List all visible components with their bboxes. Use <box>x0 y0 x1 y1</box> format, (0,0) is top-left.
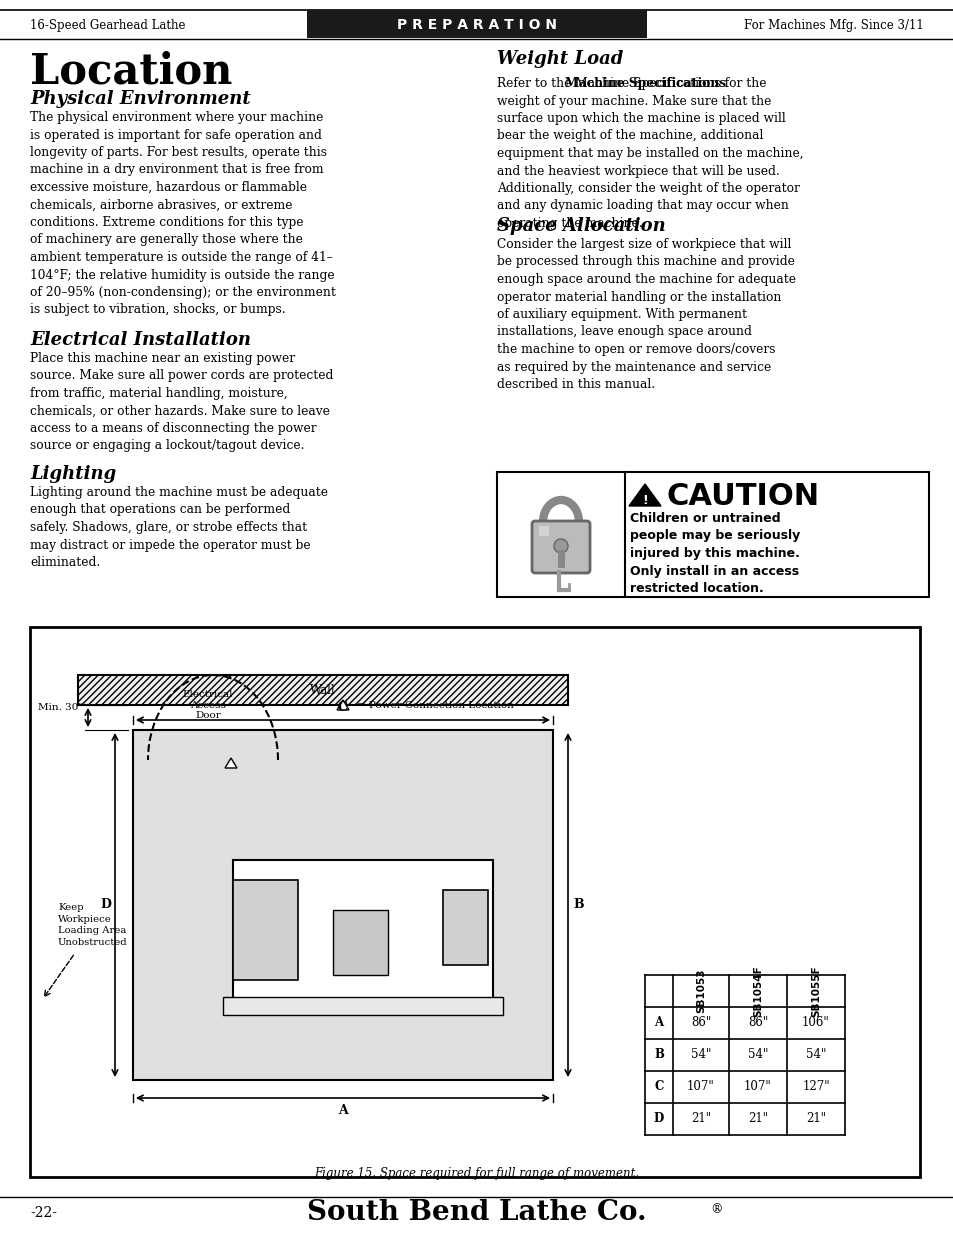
Text: 54": 54" <box>747 1049 767 1062</box>
Text: !: ! <box>641 494 647 506</box>
Text: Children or untrained
people may be seriously
injured by this machine.
Only inst: Children or untrained people may be seri… <box>629 513 800 595</box>
Text: -22-: -22- <box>30 1207 57 1220</box>
Text: B: B <box>573 899 583 911</box>
Text: 21": 21" <box>747 1113 767 1125</box>
Text: The physical environment where your machine
is operated is important for safe op: The physical environment where your mach… <box>30 111 335 316</box>
Text: 86": 86" <box>690 1016 710 1030</box>
Bar <box>442 890 488 965</box>
Bar <box>223 997 502 1015</box>
Bar <box>333 910 388 974</box>
Text: Lighting: Lighting <box>30 466 116 483</box>
Text: Consider the largest size of workpiece that will
be processed through this machi: Consider the largest size of workpiece t… <box>497 238 795 391</box>
Bar <box>30 627 919 1177</box>
Text: 21": 21" <box>690 1113 710 1125</box>
Bar <box>132 730 553 1079</box>
Text: 21": 21" <box>805 1113 825 1125</box>
Bar <box>233 860 493 1000</box>
Text: Min. 30": Min. 30" <box>38 703 83 713</box>
Bar <box>307 10 646 38</box>
Text: P R E P A R A T I O N: P R E P A R A T I O N <box>396 19 557 32</box>
FancyBboxPatch shape <box>532 521 589 573</box>
Text: South Bend Lathe Co.: South Bend Lathe Co. <box>307 1199 646 1226</box>
Text: SB1054F: SB1054F <box>752 965 762 1016</box>
Text: 106": 106" <box>801 1016 829 1030</box>
Text: CAUTION: CAUTION <box>666 482 820 511</box>
Polygon shape <box>336 700 349 710</box>
Text: 16-Speed Gearhead Lathe: 16-Speed Gearhead Lathe <box>30 19 185 32</box>
Text: A: A <box>337 1104 348 1116</box>
Circle shape <box>554 538 567 553</box>
Text: Lighting around the machine must be adequate
enough that operations can be perfo: Lighting around the machine must be adeq… <box>30 487 328 569</box>
Text: 107": 107" <box>686 1081 714 1093</box>
Text: Space Allocation: Space Allocation <box>497 217 665 235</box>
Text: D: D <box>100 899 111 911</box>
Text: = Power Connection Location: = Power Connection Location <box>356 700 514 709</box>
Text: B: B <box>654 1049 663 1062</box>
Text: 86": 86" <box>747 1016 767 1030</box>
Text: SB1053: SB1053 <box>696 968 705 1013</box>
Text: 107": 107" <box>743 1081 771 1093</box>
Text: Physical Environment: Physical Environment <box>30 90 251 107</box>
Text: ®: ® <box>709 1203 721 1216</box>
Text: 54": 54" <box>690 1049 710 1062</box>
Text: Keep
Workpiece
Loading Area
Unobstructed: Keep Workpiece Loading Area Unobstructed <box>58 903 128 947</box>
Text: Electrical Installation: Electrical Installation <box>30 331 251 350</box>
Text: 54": 54" <box>805 1049 825 1062</box>
Text: Machine Specifications: Machine Specifications <box>564 77 725 90</box>
Text: SB1055F: SB1055F <box>810 966 821 1016</box>
Bar <box>233 881 297 981</box>
Text: Wall: Wall <box>310 683 335 697</box>
Text: C: C <box>337 701 348 714</box>
Text: Place this machine near an existing power
source. Make sure all power cords are : Place this machine near an existing powe… <box>30 352 333 452</box>
Text: Refer to the Machine Specifications for the
weight of your machine. Make sure th: Refer to the Machine Specifications for … <box>497 77 802 230</box>
Text: Location: Location <box>30 49 233 91</box>
Text: A: A <box>654 1016 663 1030</box>
Text: C: C <box>654 1081 663 1093</box>
Text: Figure 15. Space required for full range of movement.: Figure 15. Space required for full range… <box>314 1167 639 1179</box>
Text: 127": 127" <box>801 1081 829 1093</box>
Bar <box>78 676 567 705</box>
Bar <box>538 526 548 536</box>
Text: For Machines Mfg. Since 3/11: For Machines Mfg. Since 3/11 <box>743 19 923 32</box>
Text: D: D <box>653 1113 663 1125</box>
Text: Electrical
Access
Door: Electrical Access Door <box>183 690 233 720</box>
Polygon shape <box>628 484 660 506</box>
Polygon shape <box>225 758 236 768</box>
Bar <box>497 472 928 597</box>
Text: Weight Load: Weight Load <box>497 49 622 68</box>
